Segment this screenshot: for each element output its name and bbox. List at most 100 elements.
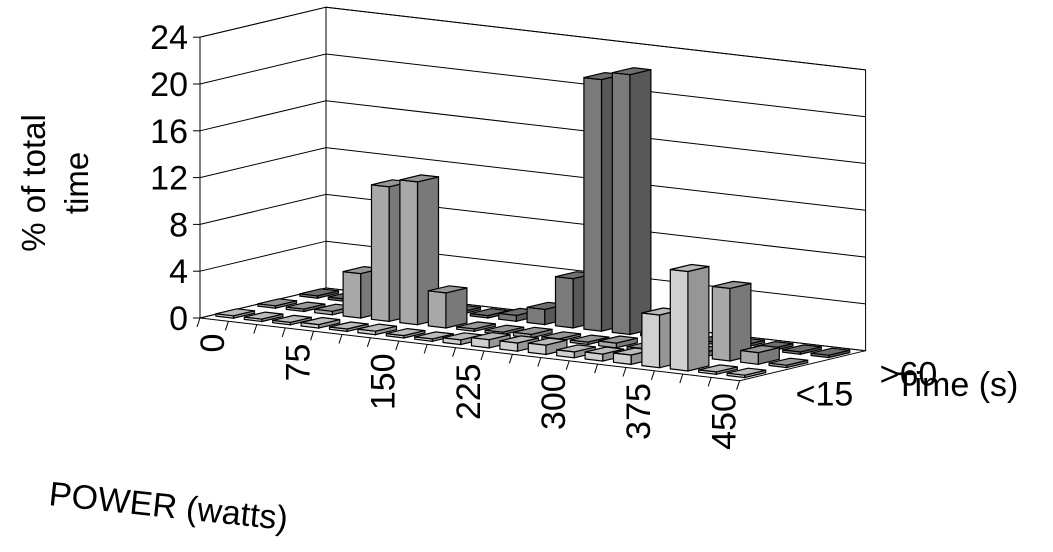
bar-front xyxy=(641,312,661,369)
bar-top xyxy=(612,67,652,76)
bar xyxy=(243,311,284,323)
x-tick-mark xyxy=(650,370,655,380)
z-tick-label: >60 xyxy=(880,356,938,394)
bar-top xyxy=(810,347,850,356)
bar-top xyxy=(584,346,624,355)
x-tick-label: 375 xyxy=(620,383,658,440)
x-tick-label: 75 xyxy=(279,344,317,382)
bar-top xyxy=(698,364,738,373)
y-tick-label: 4 xyxy=(169,253,188,291)
y-tick-label: 24 xyxy=(150,19,188,57)
x-tick-mark xyxy=(423,344,428,354)
bar-front xyxy=(669,268,689,372)
z-axis-label: Time (s) xyxy=(895,366,1018,404)
bar-top xyxy=(300,316,340,326)
bar xyxy=(711,280,752,362)
y-tick-label: 8 xyxy=(169,206,188,244)
chart-gridlines xyxy=(199,6,866,305)
bar-top xyxy=(471,331,511,341)
x-tick-label: 0 xyxy=(194,334,232,353)
bar xyxy=(782,344,822,356)
bar xyxy=(527,337,568,356)
bar-top xyxy=(329,321,369,330)
bar-top xyxy=(513,326,553,336)
bar-top xyxy=(499,335,539,344)
x-tick-mark xyxy=(196,317,201,328)
chart-bars xyxy=(215,67,851,379)
bar-top xyxy=(670,263,710,273)
y-tick-label: 0 xyxy=(169,300,188,338)
gridline xyxy=(199,53,866,118)
bar xyxy=(726,367,767,379)
bar-top xyxy=(740,344,780,354)
bar xyxy=(598,335,638,349)
bar-top xyxy=(712,280,752,290)
z-tick-label: <15 xyxy=(796,376,854,414)
x-tick-label: 225 xyxy=(450,363,488,420)
gridline xyxy=(199,147,866,211)
bar-front xyxy=(427,290,447,329)
x-tick-mark xyxy=(395,340,400,351)
bar xyxy=(272,314,312,326)
bar-top xyxy=(782,344,822,353)
bar-top xyxy=(484,324,524,333)
bar-top xyxy=(570,334,610,343)
x-tick-mark xyxy=(224,321,229,331)
bar xyxy=(740,344,780,366)
chart-walls xyxy=(199,6,867,382)
bar-top xyxy=(299,288,339,297)
bar xyxy=(427,285,468,329)
bar xyxy=(399,174,440,326)
x-tick-mark xyxy=(537,357,542,367)
bar-top xyxy=(257,298,297,307)
y-tick-label: 20 xyxy=(150,66,188,104)
bar-front xyxy=(711,285,731,362)
chart-ticks: 0 4 8 12 16 20 24 0 75 150 225 300 375 450 <15 >60 xyxy=(150,19,937,450)
x-tick-label: 150 xyxy=(365,353,403,410)
y-tick-label: 12 xyxy=(150,160,188,198)
bar-front xyxy=(611,72,631,336)
bar-top xyxy=(428,285,468,294)
x-tick-mark xyxy=(508,354,513,364)
gridline xyxy=(199,100,866,164)
bar-top xyxy=(768,357,808,366)
bar-top xyxy=(399,174,439,183)
bar-side xyxy=(687,265,710,372)
bar-top xyxy=(556,344,596,353)
gridline xyxy=(199,6,866,71)
x-tick-mark xyxy=(480,350,485,361)
x-tick-mark xyxy=(679,373,684,384)
x-tick-mark xyxy=(452,347,457,357)
bar-top xyxy=(414,331,454,340)
x-tick-mark xyxy=(707,377,712,387)
bar-top xyxy=(598,335,638,344)
bar xyxy=(300,316,341,329)
x-tick-mark xyxy=(281,327,286,338)
bar-side xyxy=(445,287,468,329)
y-tick-label: 16 xyxy=(150,113,188,151)
bar-top xyxy=(726,367,766,376)
bar-top xyxy=(244,311,284,320)
bar-top xyxy=(386,327,426,337)
floor xyxy=(199,287,866,382)
bar xyxy=(285,301,326,313)
x-tick-mark xyxy=(736,380,741,390)
x-tick-mark xyxy=(310,331,315,341)
bar-top xyxy=(215,308,255,317)
x-tick-mark xyxy=(253,324,258,334)
bar xyxy=(768,357,809,369)
bar xyxy=(257,298,298,309)
bar-side xyxy=(629,68,652,336)
x-tick-label: 450 xyxy=(705,393,743,450)
bar-front xyxy=(399,179,419,326)
bar xyxy=(215,308,256,319)
bar xyxy=(299,288,340,299)
bar xyxy=(611,67,652,336)
bar xyxy=(569,334,610,346)
bar xyxy=(499,335,540,352)
bar xyxy=(385,327,426,339)
x-tick-mark xyxy=(565,360,570,371)
y-axis-label-line-2: time xyxy=(58,152,95,214)
x-tick-mark xyxy=(338,334,343,344)
